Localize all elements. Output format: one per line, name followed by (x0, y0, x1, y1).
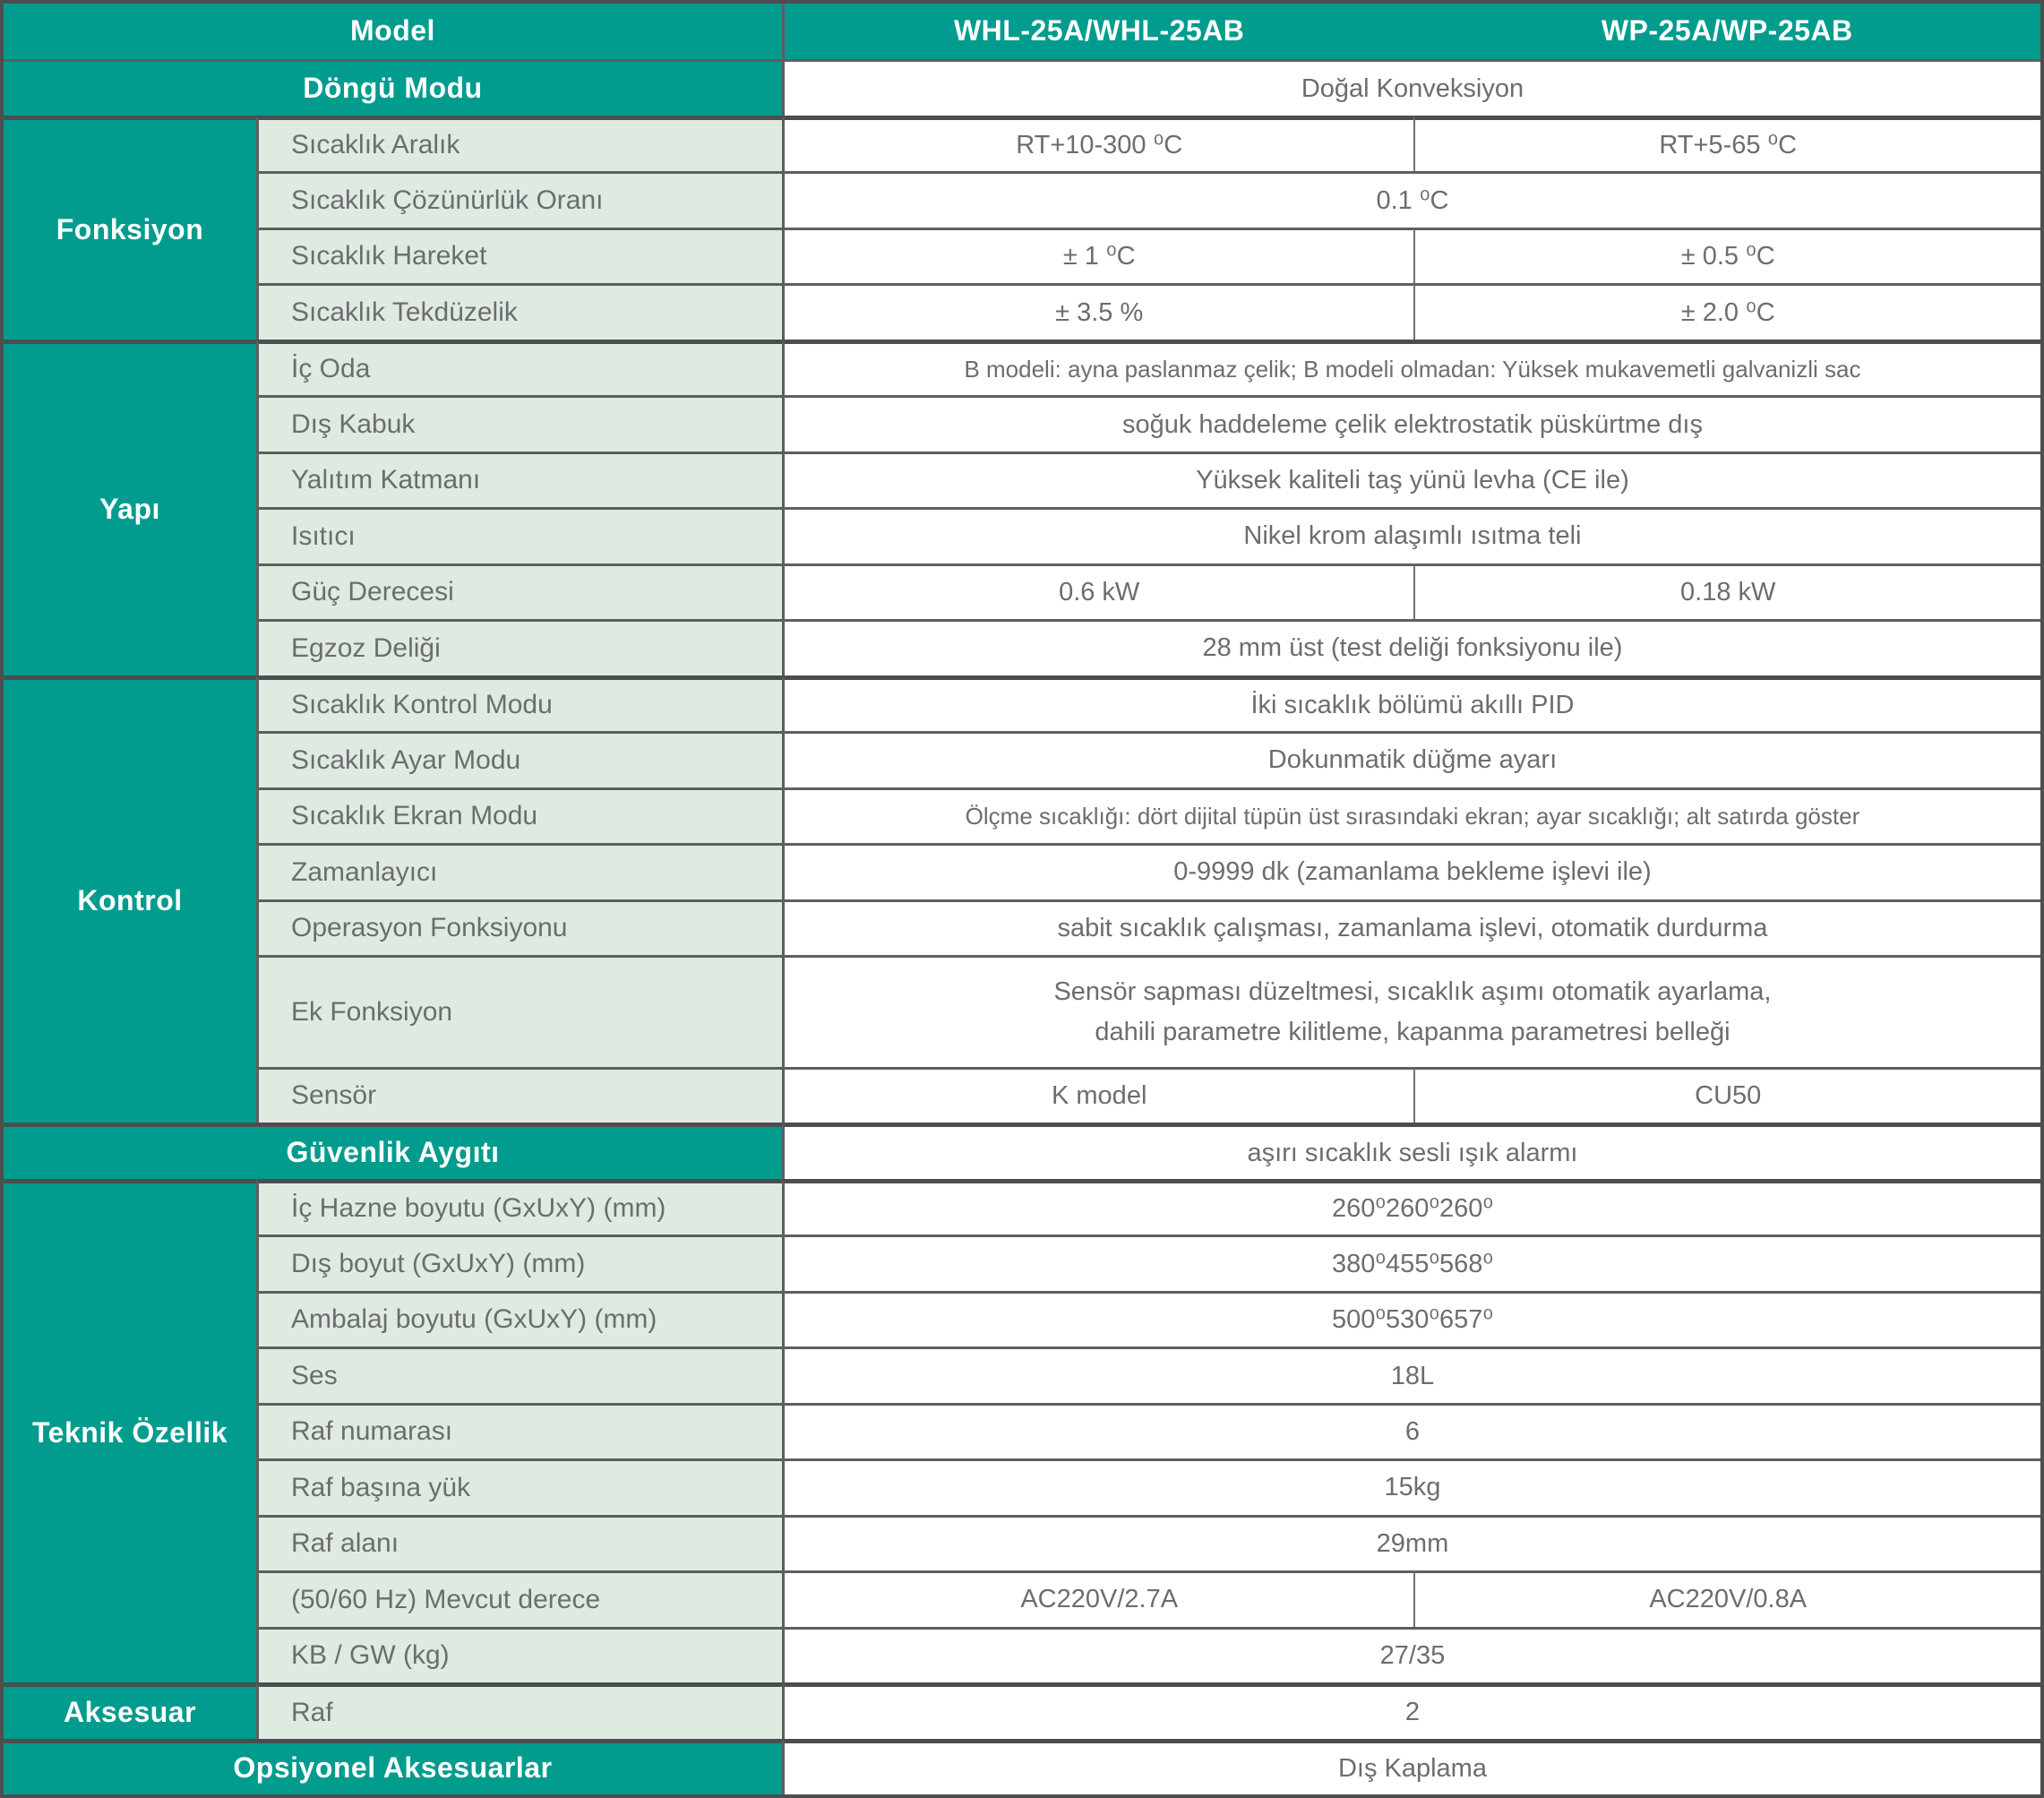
value-kb-gw: 27/35 (781, 1626, 2040, 1683)
attr-raf-basina-yuk: Raf başına yük (256, 1458, 782, 1515)
attr-kb-gw: KB / GW (kg) (256, 1626, 782, 1683)
value-egzoz-deligi: 28 mm üst (test deliği fonksiyonu ile) (781, 619, 2040, 675)
attr-yalitim-katmani: Yalıtım Katmanı (256, 451, 782, 508)
section-aksesuar: Aksesuar (4, 1682, 256, 1739)
attr-guc-derecesi: Güç Derecesi (256, 563, 782, 620)
value-ambalaj-boyutu: 500⁰530⁰657⁰ (781, 1290, 2040, 1347)
value-sicaklik-ayar-modu: Dokunmatik düğme ayarı (781, 731, 2040, 787)
value-sicaklik-tekduzelik-whl: ± 3.5 % (781, 283, 1414, 340)
attr-sicaklik-ayar-modu: Sıcaklık Ayar Modu (256, 731, 782, 787)
section-kontrol: Kontrol (4, 675, 256, 1123)
section-teknik-ozellik: Teknik Özellik (4, 1178, 256, 1683)
value-dongu-modu: Doğal Konveksiyon (781, 59, 2040, 116)
attr-ic-hazne-boyutu: İç Hazne boyutu (GxUxY) (mm) (256, 1178, 782, 1235)
row-dongu-modu-label: Döngü Modu (4, 59, 782, 116)
attr-raf: Raf (256, 1682, 782, 1739)
value-sicaklik-aralik-whl: RT+10-300 ⁰C (781, 115, 1414, 172)
row-guvenlik-aygiti-label: Güvenlik Aygıtı (4, 1123, 782, 1179)
attr-ses: Ses (256, 1346, 782, 1403)
attr-raf-alani: Raf alanı (256, 1514, 782, 1571)
value-mevcut-derece-whl: AC220V/2.7A (781, 1570, 1414, 1627)
attr-sicaklik-cozunurluk-orani: Sıcaklık Çözünürlük Oranı (256, 171, 782, 228)
value-mevcut-derece-wp: AC220V/0.8A (1413, 1570, 2040, 1627)
attr-sensor: Sensör (256, 1066, 782, 1123)
section-fonksiyon: Fonksiyon (4, 115, 256, 340)
value-sicaklik-cozunurluk-orani: 0.1 ⁰C (781, 171, 2040, 228)
value-guc-derecesi-whl: 0.6 kW (781, 563, 1414, 620)
attr-zamanlayici: Zamanlayıcı (256, 843, 782, 899)
value-operasyon-fonksiyonu: sabit sıcaklık çalışması, zamanlama işle… (781, 899, 2040, 955)
value-ic-hazne-boyutu: 260⁰260⁰260⁰ (781, 1178, 2040, 1235)
value-sensor-wp: CU50 (1413, 1066, 2040, 1123)
value-raf: 2 (781, 1682, 2040, 1739)
attr-dis-boyut: Dış boyut (GxUxY) (mm) (256, 1235, 782, 1291)
value-raf-numarasi: 6 (781, 1402, 2040, 1459)
value-opsiyonel-aksesuarlar: Dış Kaplama (781, 1738, 2040, 1794)
value-dis-kabuk: soğuk haddeleme çelik elektrostatik püsk… (781, 395, 2040, 452)
attr-sicaklik-ekran-modu: Sıcaklık Ekran Modu (256, 787, 782, 844)
attr-ambalaj-boyutu: Ambalaj boyutu (GxUxY) (mm) (256, 1290, 782, 1347)
value-ic-oda: B modeli: ayna paslanmaz çelik; B modeli… (781, 339, 2040, 396)
attr-isitici: Isıtıcı (256, 507, 782, 563)
value-yalitim-katmani: Yüksek kaliteli taş yünü levha (CE ile) (781, 451, 2040, 508)
value-sicaklik-aralik-wp: RT+5-65 ⁰C (1413, 115, 2040, 172)
attr-sicaklik-tekduzelik: Sıcaklık Tekdüzelik (256, 283, 782, 340)
value-dis-boyut: 380⁰455⁰568⁰ (781, 1235, 2040, 1291)
value-raf-alani: 29mm (781, 1514, 2040, 1571)
value-guc-derecesi-wp: 0.18 kW (1413, 563, 2040, 620)
header-model: Model (4, 4, 782, 60)
value-sicaklik-ekran-modu: Ölçme sıcaklığı: dört dijital tüpün üst … (781, 787, 2040, 844)
attr-dis-kabuk: Dış Kabuk (256, 395, 782, 452)
value-zamanlayici: 0-9999 dk (zamanlama bekleme işlevi ile) (781, 843, 2040, 899)
value-ses: 18L (781, 1346, 2040, 1403)
attr-raf-numarasi: Raf numarası (256, 1402, 782, 1459)
attr-operasyon-fonksiyonu: Operasyon Fonksiyonu (256, 899, 782, 955)
value-sicaklik-tekduzelik-wp: ± 2.0 ⁰C (1413, 283, 2040, 340)
attr-ic-oda: İç Oda (256, 339, 782, 396)
attr-ek-fonksiyon: Ek Fonksiyon (256, 954, 782, 1067)
section-yapi: Yapı (4, 339, 256, 675)
attr-sicaklik-hareket: Sıcaklık Hareket (256, 227, 782, 284)
value-raf-basina-yuk: 15kg (781, 1458, 2040, 1515)
value-ek-fonksiyon: Sensör sapması düzeltmesi, sıcaklık aşım… (781, 954, 2040, 1067)
header-whl-25a: WHL-25A/WHL-25AB (781, 4, 1414, 60)
attr-sicaklik-aralik: Sıcaklık Aralık (256, 115, 782, 172)
value-sicaklik-kontrol-modu: İki sıcaklık bölümü akıllı PID (781, 675, 2040, 732)
value-sicaklik-hareket-wp: ± 0.5 ⁰C (1413, 227, 2040, 284)
attr-mevcut-derece: (50/60 Hz) Mevcut derece (256, 1570, 782, 1627)
value-guvenlik-aygiti: aşırı sıcaklık sesli ışık alarmı (781, 1123, 2040, 1179)
row-opsiyonel-aksesuarlar-label: Opsiyonel Aksesuarlar (4, 1738, 782, 1794)
attr-egzoz-deligi: Egzoz Deliği (256, 619, 782, 675)
value-sensor-whl: K model (781, 1066, 1414, 1123)
attr-sicaklik-kontrol-modu: Sıcaklık Kontrol Modu (256, 675, 782, 732)
value-isitici: Nikel krom alaşımlı ısıtma teli (781, 507, 2040, 563)
header-wp-25a: WP-25A/WP-25AB (1413, 4, 2040, 60)
value-sicaklik-hareket-whl: ± 1 ⁰C (781, 227, 1414, 284)
